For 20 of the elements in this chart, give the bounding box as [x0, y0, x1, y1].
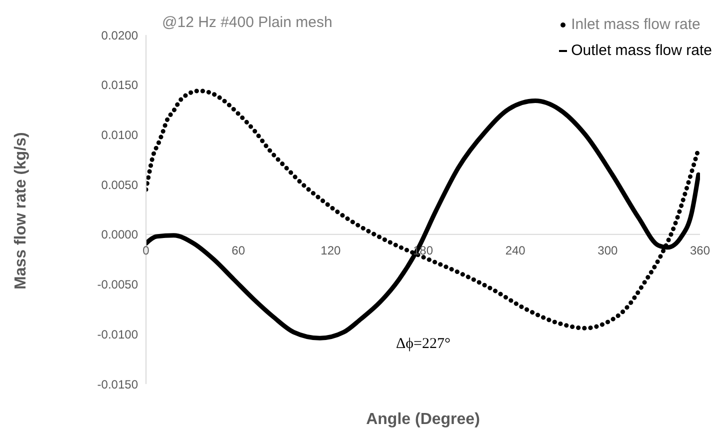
x-tick-label: 120 — [320, 243, 341, 258]
y-tick-label: 0.0100 — [101, 128, 138, 142]
chart-title: @12 Hz #400 Plain mesh — [162, 14, 332, 31]
x-axis-title: Angle (Degree) — [366, 411, 480, 428]
legend-label: Inlet mass flow rate — [571, 15, 700, 35]
y-tick-label: -0.0150 — [97, 377, 138, 392]
y-tick-label: -0.0100 — [97, 327, 138, 342]
x-tick-label: 240 — [505, 243, 526, 258]
y-axis-title: Mass flow rate (kg/s) — [12, 132, 30, 290]
y-tick-label: 0.0200 — [101, 28, 138, 42]
x-tick-label: 60 — [232, 243, 246, 258]
x-tick-label: 300 — [598, 243, 618, 258]
y-tick-label: 0.0000 — [101, 228, 138, 242]
legend-label: Outlet mass flow rate — [571, 41, 712, 61]
y-tick-label: -0.0050 — [97, 278, 138, 292]
y-tick-label: 0.0050 — [101, 178, 138, 192]
x-tick-label: 360 — [690, 243, 710, 258]
x-tick-label: 0 — [142, 243, 150, 258]
annotation: Δϕ=227° — [396, 336, 450, 353]
y-tick-label: 0.0150 — [101, 78, 138, 92]
